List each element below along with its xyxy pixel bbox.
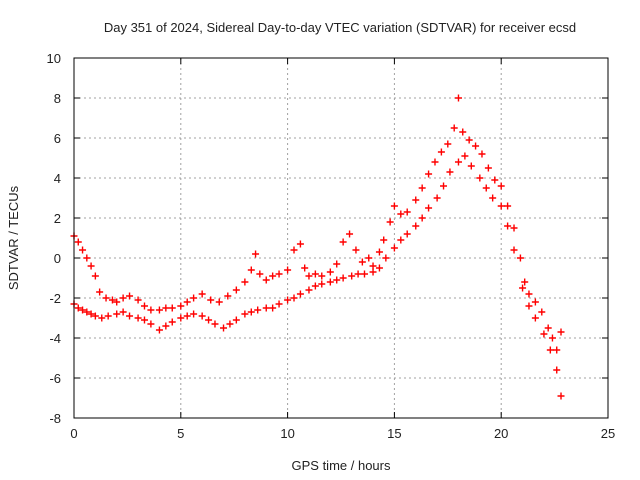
y-tick-label: 8 bbox=[54, 91, 61, 106]
grid-lines bbox=[74, 58, 608, 418]
series-1-markers bbox=[70, 152, 565, 400]
x-tick-label: 10 bbox=[280, 426, 294, 441]
y-tick-label: -6 bbox=[49, 371, 61, 386]
y-tick-label: 2 bbox=[54, 211, 61, 226]
x-tick-label: 25 bbox=[601, 426, 615, 441]
series-0-markers bbox=[70, 94, 565, 354]
x-tick-label: 20 bbox=[494, 426, 508, 441]
y-tick-label: 10 bbox=[47, 51, 61, 66]
x-tick-label: 5 bbox=[177, 426, 184, 441]
chart-title: Day 351 of 2024, Sidereal Day-to-day VTE… bbox=[104, 20, 576, 35]
y-tick-label: 6 bbox=[54, 131, 61, 146]
plot-frame bbox=[73, 57, 609, 419]
y-tick-label: -8 bbox=[49, 411, 61, 426]
y-tick-label: -4 bbox=[49, 331, 61, 346]
y-tick-label: 4 bbox=[54, 171, 61, 186]
x-axis-label: GPS time / hours bbox=[292, 458, 391, 473]
y-tick-label: 0 bbox=[54, 251, 61, 266]
y-tick-label: -2 bbox=[49, 291, 61, 306]
axis-ticks: 0 5 10 15 20 25 -8 -6 -4 -2 0 2 4 6 8 10 bbox=[47, 51, 616, 441]
x-tick-label: 15 bbox=[387, 426, 401, 441]
y-axis-label: SDTVAR / TECUs bbox=[6, 185, 21, 290]
data-points bbox=[70, 94, 565, 400]
x-tick-label: 0 bbox=[70, 426, 77, 441]
